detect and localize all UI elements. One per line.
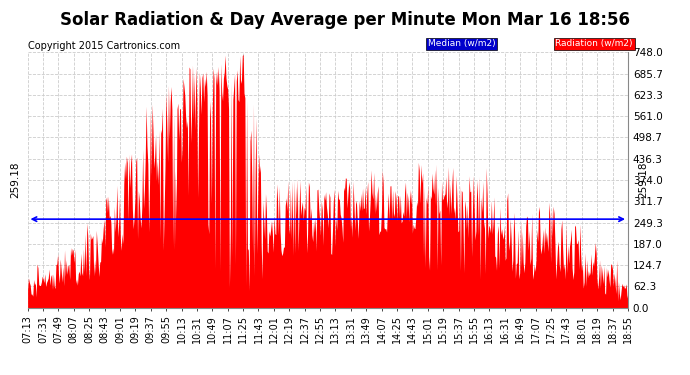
Text: Median (w/m2): Median (w/m2) [428,39,495,48]
Text: Radiation (w/m2): Radiation (w/m2) [555,39,633,48]
Text: Copyright 2015 Cartronics.com: Copyright 2015 Cartronics.com [28,41,179,51]
Text: 259.18: 259.18 [10,162,20,198]
Text: Solar Radiation & Day Average per Minute Mon Mar 16 18:56: Solar Radiation & Day Average per Minute… [60,11,630,29]
Text: 259.18: 259.18 [638,162,648,198]
